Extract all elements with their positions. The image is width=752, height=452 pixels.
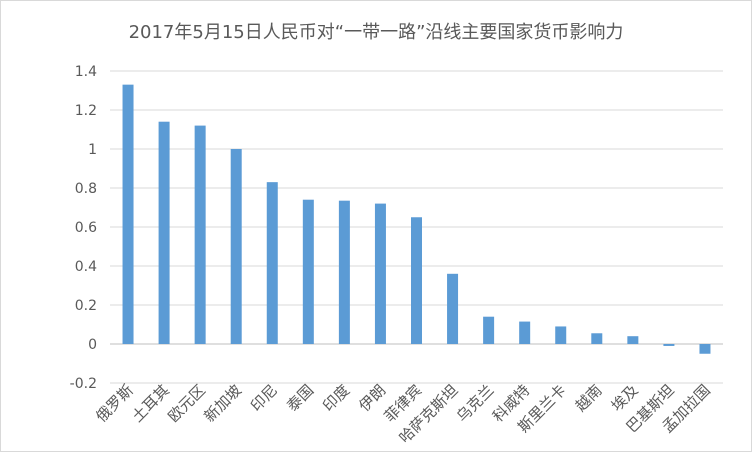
x-tick-label: 欧元区 [164, 381, 209, 426]
x-tick-label: 越南 [572, 381, 606, 415]
y-tick-label: 1.4 [75, 64, 97, 80]
bar [447, 273, 459, 344]
bar [591, 333, 603, 344]
bar [483, 316, 495, 344]
bar [663, 344, 675, 346]
x-tick-label: 俄罗斯 [92, 381, 137, 426]
chart-title: 2017年5月15日人民币对“一带一路”沿线主要国家货币影响力 [128, 22, 624, 43]
x-tick-label: 土耳其 [128, 381, 173, 426]
bar [266, 182, 278, 344]
y-tick-label: 0.8 [75, 181, 97, 197]
bar [627, 336, 639, 344]
x-tick-label: 乌克兰 [453, 381, 498, 426]
bar [302, 199, 314, 344]
bars [122, 84, 711, 354]
bar [699, 344, 711, 354]
bar [374, 203, 386, 344]
y-tick-label: 0 [88, 337, 97, 353]
bar [230, 149, 242, 344]
bar [338, 200, 350, 344]
y-tick-label: 0.4 [75, 259, 97, 275]
bar [555, 326, 567, 344]
bar [411, 217, 422, 344]
bar [158, 121, 170, 344]
x-tick-label: 泰国 [283, 381, 317, 415]
y-tick-label: 1.2 [75, 103, 97, 119]
x-tick-label: 印尼 [247, 381, 281, 415]
y-tick-label: 0.6 [75, 220, 97, 236]
bar [122, 84, 134, 345]
bar [519, 321, 531, 344]
y-tick-label: -0.2 [70, 376, 97, 392]
y-axis-ticks: -0.2 0 0.2 0.4 0.6 0.8 1 1.2 1.4 [70, 64, 97, 392]
bar [194, 125, 206, 344]
x-tick-label: 印度 [319, 381, 353, 415]
y-tick-label: 0.2 [75, 298, 97, 314]
y-tick-label: 1 [88, 142, 97, 158]
x-tick-label: 新加坡 [200, 381, 245, 426]
